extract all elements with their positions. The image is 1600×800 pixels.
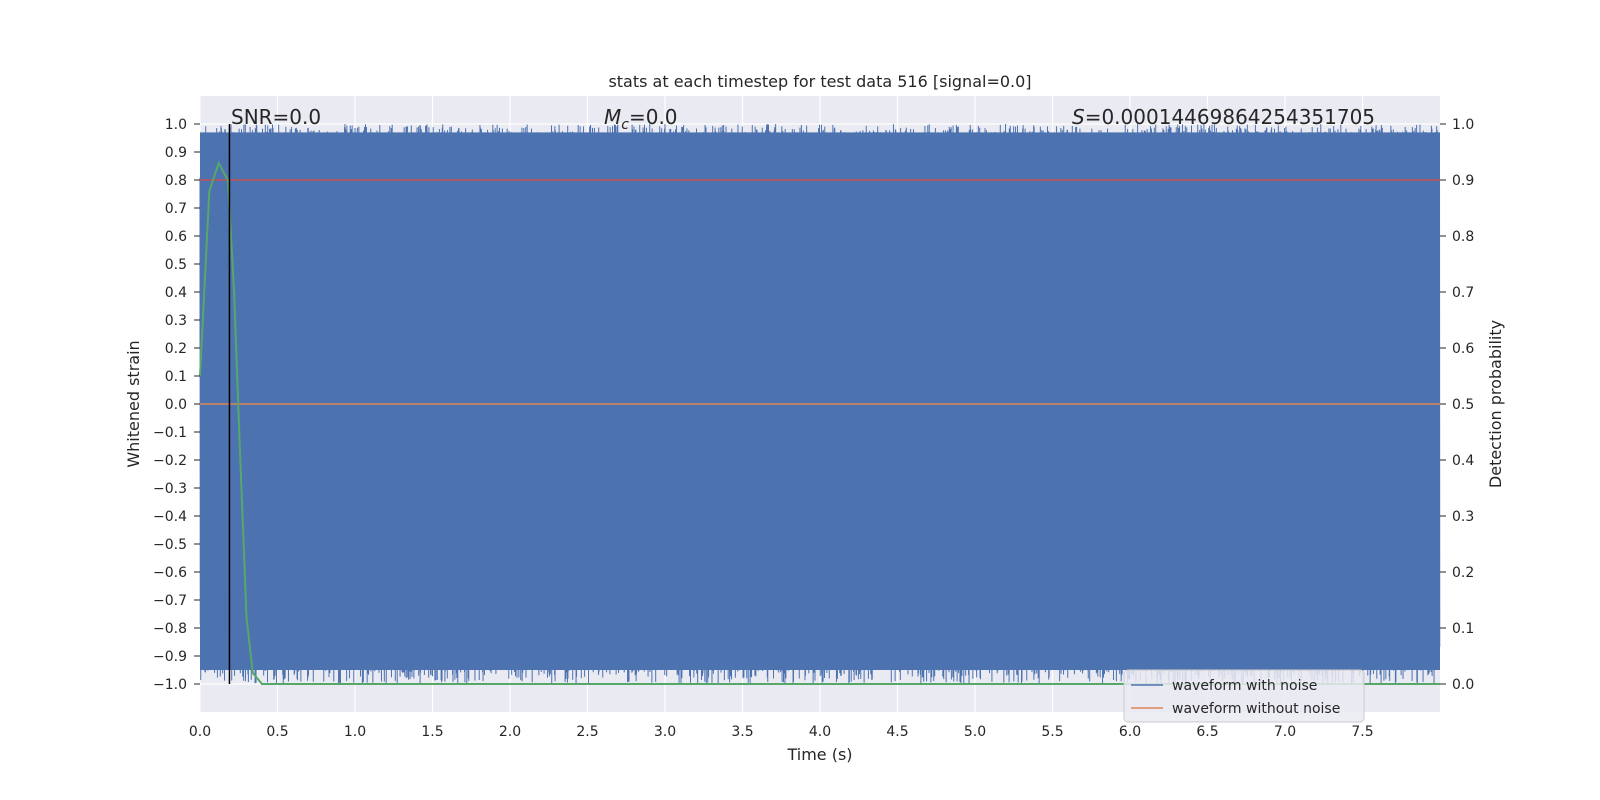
- y-right-tick-label: 1.0: [1452, 117, 1474, 133]
- y-tick-label: −0.4: [153, 509, 187, 525]
- x-tick-label: 4.0: [809, 724, 831, 740]
- legend-entry-clean: waveform without noise: [1172, 701, 1340, 717]
- x-tick-label: 6.5: [1196, 724, 1218, 740]
- x-tick-label: 7.0: [1274, 724, 1296, 740]
- y-tick-label: −0.7: [153, 593, 187, 609]
- y-tick-label: 0.2: [165, 341, 187, 357]
- mc-subscript: c: [621, 117, 629, 133]
- y-right-tick-label: 0.9: [1452, 173, 1474, 189]
- y-axis-label-left: Whitened strain: [124, 340, 143, 467]
- s-value: =0.00014469864254351705: [1085, 105, 1375, 129]
- y-right-tick-label: 0.7: [1452, 285, 1474, 301]
- s-annotation: S=0.00014469864254351705: [1072, 105, 1375, 129]
- y-right-tick-label: 0.4: [1452, 453, 1474, 469]
- x-tick-label: 4.5: [886, 724, 908, 740]
- y-tick-labels-right: 1.0 0.9 0.8 0.7 0.6 0.5 0.4 0.3 0.2 0.1 0.0: [1440, 117, 1474, 693]
- snr-annotation: SNR=0.0: [231, 105, 321, 129]
- x-axis-label: Time (s): [786, 745, 852, 764]
- y-tick-label: −0.2: [153, 453, 187, 469]
- y-tick-label: −0.9: [153, 649, 187, 665]
- y-right-tick-label: 0.8: [1452, 229, 1474, 245]
- mc-symbol: M: [604, 105, 621, 129]
- series-detection-probability: [199, 160, 1440, 685]
- y-tick-label: −0.1: [153, 425, 187, 441]
- s-symbol: S: [1072, 105, 1085, 129]
- legend-entry-noise: waveform with noise: [1172, 678, 1317, 694]
- y-tick-label: 0.8: [165, 173, 187, 189]
- y-tick-label: −0.3: [153, 481, 187, 497]
- y-right-tick-label: 0.2: [1452, 565, 1474, 581]
- x-tick-label: 2.0: [499, 724, 521, 740]
- x-tick-label: 1.0: [344, 724, 366, 740]
- y-axis-label-right: Detection probability: [1486, 320, 1505, 488]
- x-tick-label: 1.5: [421, 724, 443, 740]
- legend-box: [1123, 669, 1365, 723]
- y-tick-label: 0.4: [165, 285, 187, 301]
- x-tick-labels: 0.0 0.5 1.0 1.5 2.0 2.5 3.0 3.5 4.0 4.5 5.0 5.5 6.0 6…: [189, 724, 1374, 740]
- chart-title: stats at each timestep for test data 516…: [608, 72, 1031, 91]
- chirp-mass-annotation: Mc=0.0: [604, 105, 678, 133]
- noise-trace: [199, 124, 1441, 685]
- y-right-tick-label: 0.1: [1452, 621, 1474, 637]
- x-tick-label: 5.5: [1041, 724, 1063, 740]
- y-right-tick-label: 0.3: [1452, 509, 1474, 525]
- x-tick-label: 7.5: [1351, 724, 1373, 740]
- y-tick-label: 1.0: [165, 117, 187, 133]
- x-tick-label: 0.5: [266, 724, 288, 740]
- y-tick-label: 0.5: [165, 257, 187, 273]
- y-tick-label: −0.8: [153, 621, 187, 637]
- y-tick-label: 0.9: [165, 145, 187, 161]
- overlay-lines: [199, 124, 1440, 685]
- legend: waveform with noise waveform without noi…: [1123, 669, 1365, 723]
- y-right-tick-label: 0.5: [1452, 397, 1474, 413]
- y-right-tick-label: 0.0: [1452, 677, 1474, 693]
- y-tick-label: −1.0: [153, 677, 187, 693]
- y-tick-label: 0.7: [165, 201, 187, 217]
- x-tick-label: 6.0: [1119, 724, 1141, 740]
- y-tick-label: −0.6: [153, 565, 187, 581]
- y-tick-labels-left: 1.0 0.9 0.8 0.7 0.6 0.5 0.4 0.3 0.2 0.1 0.0 −0.1 −0.…: [153, 117, 200, 693]
- y-right-tick-label: 0.6: [1452, 341, 1474, 357]
- x-tick-label: 3.5: [731, 724, 753, 740]
- y-tick-label: 0.3: [165, 313, 187, 329]
- y-tick-label: −0.5: [153, 537, 187, 553]
- mc-value: =0.0: [629, 105, 678, 129]
- x-tick-label: 3.0: [654, 724, 676, 740]
- x-tick-label: 2.5: [576, 724, 598, 740]
- series-waveform-with-noise: [199, 124, 1441, 685]
- y-tick-label: 0.1: [165, 369, 187, 385]
- y-tick-label: 0.6: [165, 229, 187, 245]
- x-tick-label: 0.0: [189, 724, 211, 740]
- y-tick-label: 0.0: [165, 397, 187, 413]
- x-tick-label: 5.0: [964, 724, 986, 740]
